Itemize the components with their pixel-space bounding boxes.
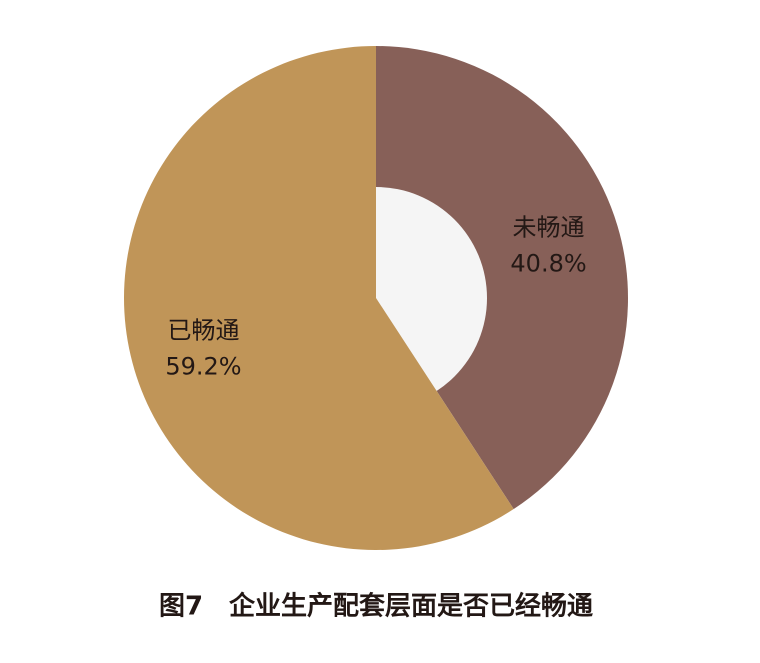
donut-segment bbox=[376, 46, 629, 510]
value-label: 40.8% bbox=[510, 250, 586, 278]
value-label: 59.2% bbox=[165, 352, 241, 380]
chart-title: 图7 企业生产配套层面是否已经畅通 bbox=[159, 591, 593, 622]
category-label: 已畅通 bbox=[167, 316, 239, 344]
donut-segment bbox=[124, 46, 514, 550]
category-label: 未畅通 bbox=[513, 214, 585, 242]
